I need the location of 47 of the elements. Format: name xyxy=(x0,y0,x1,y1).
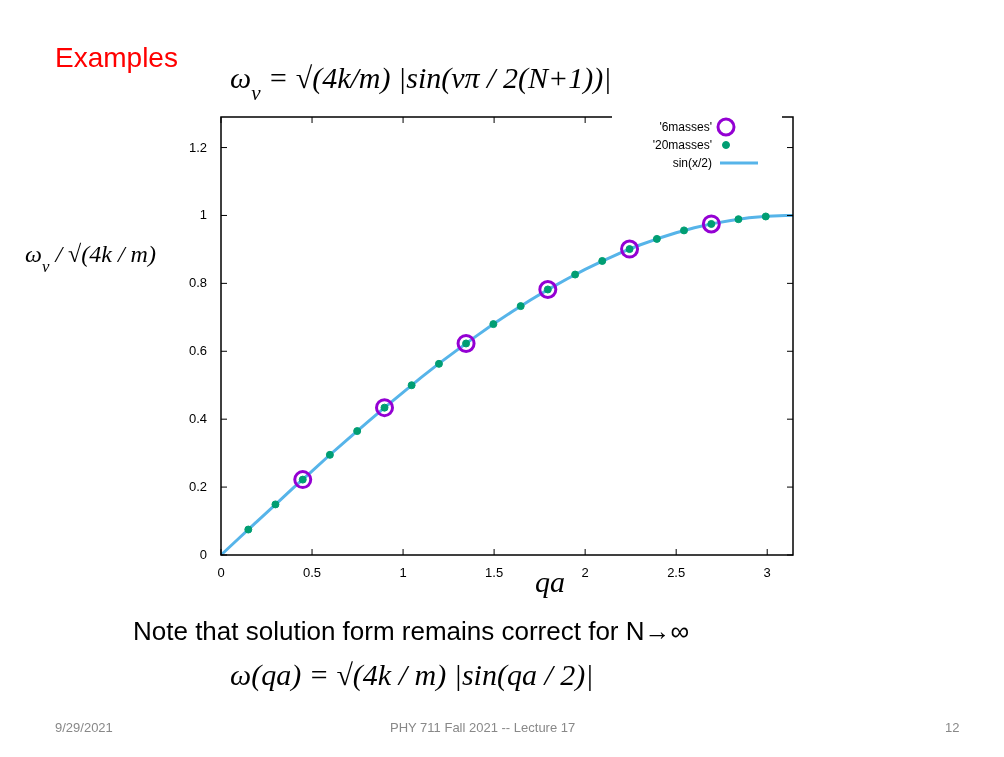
text: ω(qa) = √(4k / m) |sin(qa / 2)| xyxy=(230,658,594,692)
point xyxy=(375,398,394,418)
chart-title: Examples xyxy=(55,42,178,73)
x-axis-title: qa xyxy=(535,565,565,598)
x-tick-label: 3 xyxy=(763,565,771,580)
line-series xyxy=(219,213,795,557)
text: ω$_{ν}$ = √(4k/m) |sin(νπ / 2(N+1))| xyxy=(230,61,612,105)
legend-label: '6masses' xyxy=(659,120,712,134)
text: Note that solution form remains correct for N→∞ xyxy=(133,616,690,646)
point xyxy=(489,320,498,329)
point xyxy=(516,302,525,311)
x-tick-label: 1.5 xyxy=(485,565,504,580)
point xyxy=(407,381,416,390)
x-tick-label: 2 xyxy=(581,565,589,580)
y-tick-label: 0.8 xyxy=(188,275,207,291)
point xyxy=(353,427,362,436)
point xyxy=(571,270,580,279)
y-tick-label: 0.4 xyxy=(188,411,207,427)
point xyxy=(620,239,640,259)
y-tick-label: 1 xyxy=(199,207,207,223)
point xyxy=(734,215,743,224)
point xyxy=(680,226,689,235)
point xyxy=(271,500,280,509)
point xyxy=(652,234,661,243)
legend-label: '20masses' xyxy=(652,138,712,152)
y-tick-label: 0.2 xyxy=(188,479,207,495)
text: PHY 711 Fall 2021 -- Lecture 17 xyxy=(390,720,576,735)
text: 12 xyxy=(945,720,960,735)
point xyxy=(293,470,313,490)
point xyxy=(434,359,443,368)
x-tick-label: 1 xyxy=(399,565,407,580)
point xyxy=(325,450,334,459)
point xyxy=(244,525,253,534)
x-tick-label: 2.5 xyxy=(667,565,686,580)
y-tick-label: 0 xyxy=(199,547,207,562)
point xyxy=(761,212,770,221)
y-tick-label: 0.6 xyxy=(188,343,207,359)
point xyxy=(538,279,558,299)
x-tick-label: 0.5 xyxy=(303,565,322,580)
point xyxy=(701,214,721,234)
text: 9/29/2021 xyxy=(55,720,113,735)
legend-label: sin(x/2) xyxy=(672,156,712,170)
y-axis-title: ω$_{ν}$ / √(4k / m) xyxy=(25,241,156,276)
y-tick-label: 1.2 xyxy=(188,139,207,155)
point xyxy=(456,333,476,353)
point xyxy=(598,256,607,265)
x-tick-label: 0 xyxy=(217,565,225,580)
